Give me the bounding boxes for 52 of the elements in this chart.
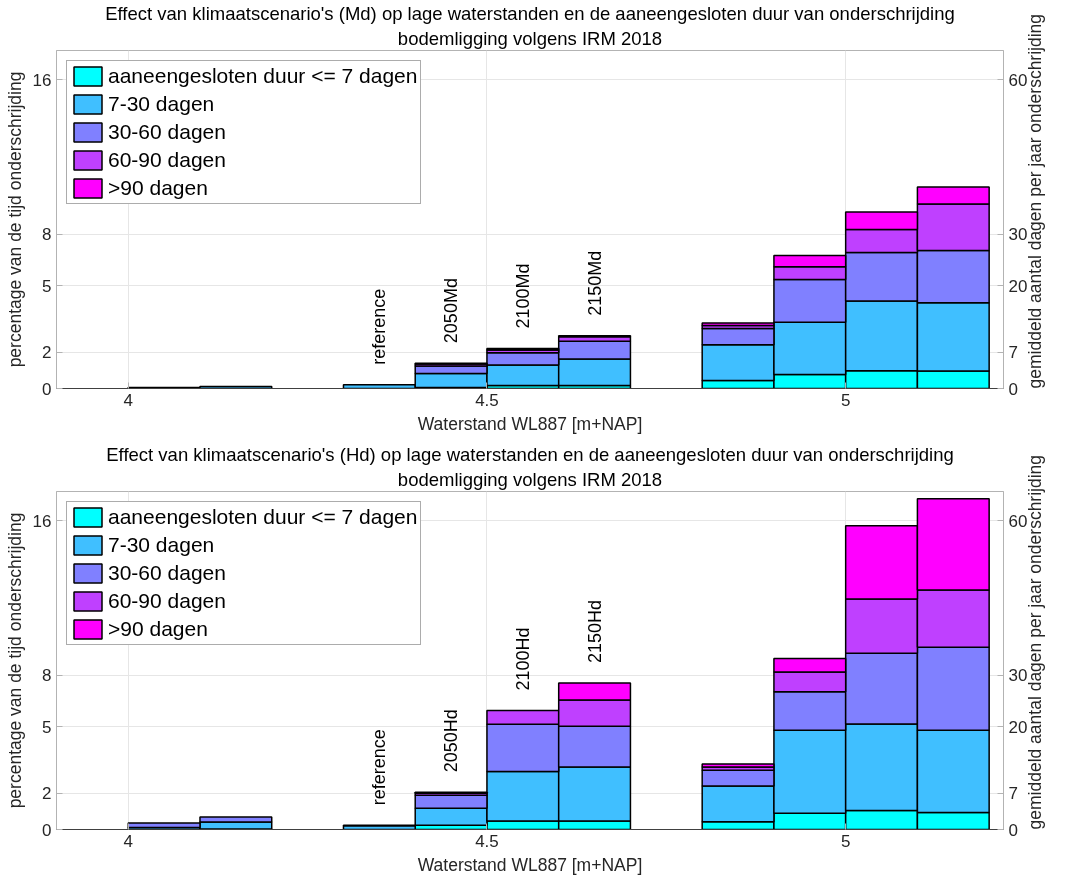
legend-label: 30-60 dagen bbox=[108, 561, 226, 585]
x-tick-label: 5 bbox=[840, 390, 851, 410]
y-tick-label: 0 bbox=[42, 820, 52, 840]
legend-label: >90 dagen bbox=[108, 617, 208, 641]
y-tick-label: 2 bbox=[42, 343, 52, 363]
x-tick-label: 4 bbox=[123, 390, 133, 410]
x-tick-label: 4 bbox=[123, 831, 133, 851]
y-tick-label: 0 bbox=[42, 379, 52, 399]
y2-tick-label: 30 bbox=[1008, 666, 1028, 686]
y-tick-label: 2 bbox=[42, 784, 52, 804]
annotation: 2050Md bbox=[441, 278, 462, 344]
x-axis-title: Waterstand WL887 [m+NAP] bbox=[417, 854, 643, 875]
y2-tick-label: 0 bbox=[1008, 379, 1018, 399]
y-tick-label: 16 bbox=[32, 511, 52, 531]
legend-label: aaneengesloten duur <= 7 dagen bbox=[108, 505, 418, 529]
y2-tick-label: 60 bbox=[1008, 70, 1028, 90]
y2-tick-label: 20 bbox=[1008, 717, 1028, 737]
x-tick-label: 4.5 bbox=[475, 831, 499, 851]
y-axis-title: percentage van de tijd onderschrijding bbox=[4, 71, 25, 368]
legend-label: 7-30 dagen bbox=[108, 92, 215, 116]
x-tick-label: 5 bbox=[840, 831, 851, 851]
annotation: 2050Hd bbox=[441, 709, 462, 773]
y2-tick-label: 7 bbox=[1008, 343, 1018, 363]
y2-tick-label: 20 bbox=[1008, 276, 1028, 296]
x-axis-title: Waterstand WL887 [m+NAP] bbox=[417, 413, 643, 434]
legend-label: >90 dagen bbox=[108, 176, 208, 200]
annotation: 2100Md bbox=[512, 263, 533, 329]
legend-label: 60-90 dagen bbox=[108, 589, 226, 613]
y2-tick-label: 7 bbox=[1008, 784, 1018, 804]
y-tick-label: 8 bbox=[42, 225, 52, 245]
legend-label: 7-30 dagen bbox=[108, 533, 215, 557]
chart-title: Effect van klimaatscenario's (Md) op lage waterstanden en de aaneengesloten duur van onderschrijding bbox=[105, 2, 955, 24]
x-tick-label: 4.5 bbox=[475, 390, 499, 410]
y-tick-label: 8 bbox=[42, 666, 52, 686]
annotation: 2150Hd bbox=[584, 599, 605, 664]
y-tick-label: 5 bbox=[42, 276, 52, 296]
chart-subtitle: bodemligging volgens IRM 2018 bbox=[397, 27, 663, 49]
y-axis-title: percentage van de tijd onderschrijding bbox=[4, 512, 25, 809]
y2-tick-label: 60 bbox=[1008, 511, 1028, 531]
chart-subtitle: bodemligging volgens IRM 2018 bbox=[397, 468, 663, 490]
annotation: 2150Md bbox=[584, 250, 605, 316]
y-tick-label: 16 bbox=[32, 70, 52, 90]
legend-label: 30-60 dagen bbox=[108, 120, 226, 144]
annotation: reference bbox=[369, 729, 390, 806]
annotation: reference bbox=[369, 288, 390, 365]
legend-label: 60-90 dagen bbox=[108, 148, 226, 172]
y2-tick-label: 0 bbox=[1008, 820, 1018, 840]
chart-title: Effect van klimaatscenario's (Hd) op lage waterstanden en de aaneengesloten duur van onderschrijding bbox=[106, 443, 954, 465]
y-tick-label: 5 bbox=[42, 717, 52, 737]
legend-label: aaneengesloten duur <= 7 dagen bbox=[108, 64, 418, 88]
annotation: 2100Hd bbox=[512, 627, 533, 691]
y2-tick-label: 30 bbox=[1008, 225, 1028, 245]
